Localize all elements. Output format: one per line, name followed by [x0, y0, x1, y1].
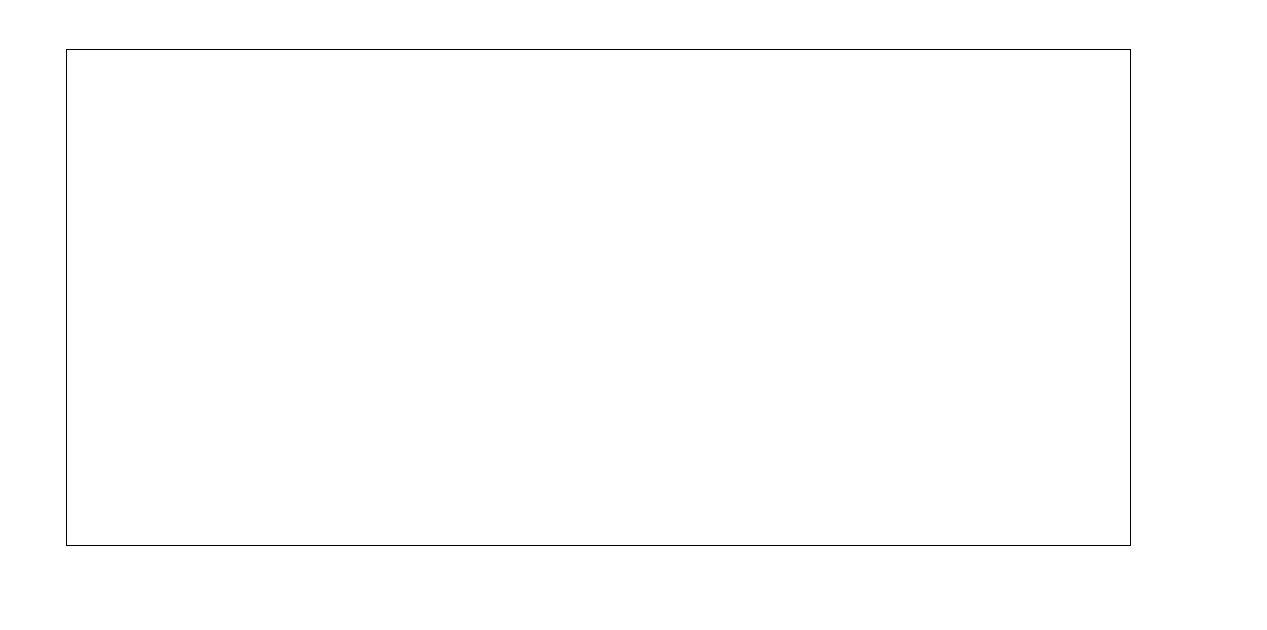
colorbar-canvas: [1172, 53, 1196, 545]
spectrogram-canvas: [67, 50, 1130, 545]
plot-frame: [66, 49, 1131, 546]
